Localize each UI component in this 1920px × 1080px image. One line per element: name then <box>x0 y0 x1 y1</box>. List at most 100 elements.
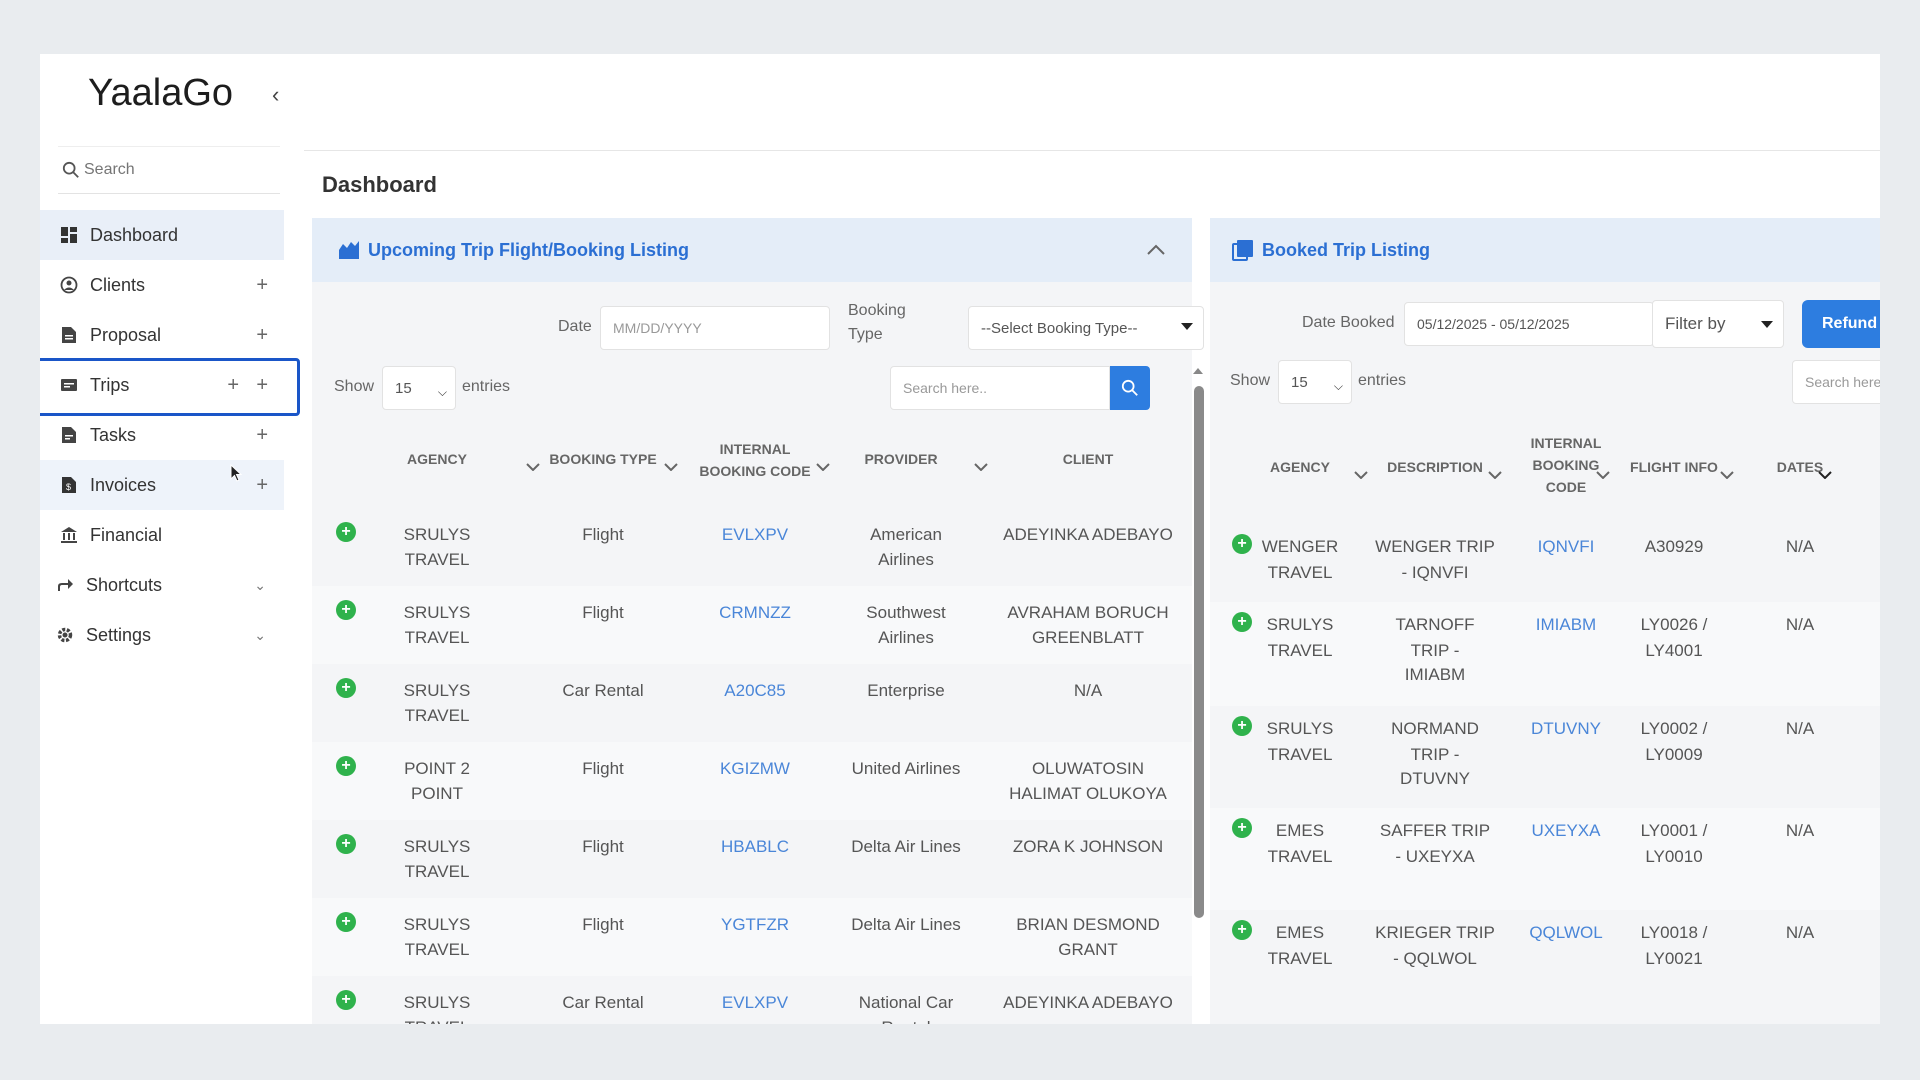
booking-code-link[interactable]: QQLWOL <box>1529 923 1603 942</box>
sort-chevron-icon[interactable] <box>1488 466 1502 484</box>
booking-code-link[interactable]: IMIABM <box>1535 615 1597 634</box>
booking-code-link[interactable]: KGIZMW <box>720 759 790 778</box>
sort-chevron-icon[interactable] <box>526 458 540 476</box>
add-client-icon[interactable]: + <box>256 273 268 296</box>
sidebar-search[interactable] <box>58 146 280 194</box>
booking-type-select[interactable]: --Select Booking Type-- <box>968 306 1204 350</box>
table-row[interactable]: + SRULYS TRAVEL Car Rental A20C85 Enterprise N… <box>312 664 1192 742</box>
col-description[interactable]: DESCRIPTION <box>1387 459 1483 475</box>
expand-row-icon[interactable]: + <box>336 600 356 620</box>
expand-row-icon[interactable]: + <box>336 912 356 932</box>
table-row[interactable]: + WENGER TRAVEL WENGER TRIP - IQNVFI IQNVFI A3… <box>1210 524 1880 602</box>
sort-chevron-icon[interactable] <box>1596 466 1610 484</box>
table-row[interactable]: + SRULYS TRAVEL Flight CRMNZZ Southwest Airlin… <box>312 586 1192 664</box>
chevron-down-icon[interactable]: ⌄ <box>254 576 266 593</box>
sidebar-item-shortcuts[interactable]: Shortcuts ⌄ <box>40 560 284 610</box>
booking-code-link[interactable]: YGTFZR <box>721 915 789 934</box>
filter-by-select[interactable]: Filter by <box>1652 300 1784 348</box>
chevron-down-icon[interactable]: ⌄ <box>254 626 266 643</box>
booking-type: Flight <box>582 603 624 622</box>
table-row[interactable]: + SRULYS TRAVEL Flight YGTFZR Delta Air Lines… <box>312 898 1192 976</box>
sidebar-item-trips[interactable]: Trips + + <box>40 360 284 410</box>
expand-row-icon[interactable]: + <box>336 522 356 542</box>
col-internal-booking-code[interactable]: INTERNAL BOOKING CODE <box>690 438 820 482</box>
col-provider[interactable]: PROVIDER <box>864 451 938 467</box>
refund-button[interactable]: Refund <box>1802 300 1880 348</box>
expand-row-icon[interactable]: + <box>1232 920 1252 940</box>
col-booking-type[interactable]: BOOKING TYPE <box>549 451 657 467</box>
sort-chevron-icon[interactable] <box>974 458 988 476</box>
entries-select[interactable]: 15 ⌵ <box>1278 360 1352 404</box>
table-search-input[interactable]: Search here.. <box>890 366 1110 410</box>
description-line2: - IQNVFI <box>1401 563 1469 582</box>
sidebar-item-proposal[interactable]: Proposal + <box>40 310 284 360</box>
expand-row-icon[interactable]: + <box>1232 716 1252 736</box>
sort-chevron-icon[interactable] <box>664 458 678 476</box>
search-button[interactable] <box>1110 366 1150 410</box>
proposal-icon <box>58 324 80 346</box>
expand-row-icon[interactable]: + <box>1232 818 1252 838</box>
collapse-sidebar-icon[interactable]: ‹ <box>272 82 280 107</box>
table-row[interactable]: + SRULYS TRAVEL Car Rental EVLXPV National Ca… <box>312 976 1192 1024</box>
sidebar-item-dashboard[interactable]: Dashboard <box>40 210 284 260</box>
table-row[interactable]: + SRULYS TRAVEL TARNOFF TRIP - IMIABM IMIABM LY… <box>1210 602 1880 706</box>
scrollbar-thumb[interactable] <box>1194 386 1204 918</box>
sort-chevron-icon[interactable] <box>1354 466 1368 484</box>
date-label: Date <box>558 318 592 335</box>
sidebar-item-settings[interactable]: Settings ⌄ <box>40 610 284 660</box>
table-row[interactable]: + EMES TRAVEL SAFFER TRIP - UXEYXA UXEYXA LY00… <box>1210 808 1880 910</box>
expand-row-icon[interactable]: + <box>336 990 356 1010</box>
expand-row-icon[interactable]: + <box>336 678 356 698</box>
table-row[interactable]: + SRULYS TRAVEL Flight EVLXPV American Airline… <box>312 508 1192 586</box>
col-client[interactable]: CLIENT <box>1062 451 1114 467</box>
add-trip-icon[interactable]: + <box>227 373 239 396</box>
tasks-icon <box>58 424 80 446</box>
col-agency[interactable]: AGENCY <box>1270 459 1330 475</box>
sidebar-item-label: Clients <box>90 274 146 295</box>
sidebar-item-invoices[interactable]: $ Invoices + <box>40 460 284 510</box>
col-agency[interactable]: AGENCY <box>407 451 467 467</box>
add-trip-alt-icon[interactable]: + <box>256 373 268 396</box>
table-row[interactable]: + SRULYS TRAVEL Flight HBABLC Delta Air Lines… <box>312 820 1192 898</box>
sort-chevron-icon[interactable] <box>816 458 830 476</box>
sidebar-item-financial[interactable]: Financial <box>40 510 284 560</box>
table-row[interactable]: + POINT 2 POINT Flight KGIZMW United Airlines… <box>312 742 1192 820</box>
add-invoice-icon[interactable]: + <box>256 473 268 496</box>
date-input[interactable]: MM/DD/YYYY <box>600 306 830 350</box>
col-dates[interactable]: DATES <box>1776 459 1824 475</box>
agency-line2: TRAVEL <box>404 940 470 959</box>
booked-panel-header[interactable]: Booked Trip Listing <box>1210 218 1880 282</box>
booking-code-link[interactable]: A20C85 <box>724 681 786 700</box>
booking-code-link[interactable]: IQNVFI <box>1537 537 1595 556</box>
sort-chevron-icon[interactable] <box>1818 466 1832 484</box>
sidebar-search-input[interactable] <box>84 161 264 179</box>
sidebar-item-clients[interactable]: Clients + <box>40 260 284 310</box>
expand-row-icon[interactable]: + <box>1232 534 1252 554</box>
booking-code-link[interactable]: UXEYXA <box>1531 821 1601 840</box>
booking-code-link[interactable]: DTUVNY <box>1531 719 1601 738</box>
add-proposal-icon[interactable]: + <box>256 323 268 346</box>
expand-row-icon[interactable]: + <box>1232 612 1252 632</box>
expand-row-icon[interactable]: + <box>336 834 356 854</box>
description-line3: DTUVNY <box>1400 769 1470 788</box>
col-flight-info[interactable]: FLIGHT INFO <box>1630 459 1718 475</box>
expand-row-icon[interactable]: + <box>336 756 356 776</box>
booking-code-link[interactable]: EVLXPV <box>721 993 789 1012</box>
upcoming-panel-header[interactable]: Upcoming Trip Flight/Booking Listing <box>312 218 1192 282</box>
booking-code-link[interactable]: CRMNZZ <box>719 603 791 622</box>
add-task-icon[interactable]: + <box>256 423 268 446</box>
scroll-up-arrow-icon[interactable] <box>1193 368 1203 374</box>
table-row[interactable]: + EMES TRAVEL KRIEGER TRIP - QQLWOL QQLWOL LY0… <box>1210 910 1880 1000</box>
col-internal-booking-code[interactable]: INTERNAL BOOKING CODE <box>1516 432 1616 498</box>
date-booked-input[interactable]: 05/12/2025 - 05/12/2025 <box>1404 302 1654 346</box>
agency-line1: SRULYS <box>403 915 471 934</box>
table-row[interactable]: + SRULYS TRAVEL NORMAND TRIP - DTUVNY DTUVNY LY… <box>1210 706 1880 808</box>
sidebar-item-tasks[interactable]: Tasks + <box>40 410 284 460</box>
booking-code-link[interactable]: EVLXPV <box>721 525 789 544</box>
collapse-panel-icon[interactable] <box>1146 240 1166 261</box>
booked-search-input[interactable]: Search here <box>1792 360 1880 404</box>
dates: N/A <box>1785 615 1815 634</box>
sort-chevron-icon[interactable] <box>1720 466 1734 484</box>
booking-code-link[interactable]: HBABLC <box>720 837 790 856</box>
entries-select[interactable]: 15 ⌵ <box>382 366 456 410</box>
